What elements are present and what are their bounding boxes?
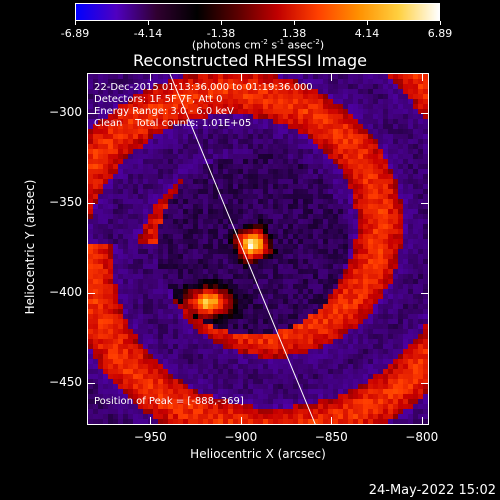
- colorbar: [75, 3, 440, 21]
- map-pixels: [88, 74, 428, 424]
- x-tick: [421, 73, 423, 81]
- y-axis-label: Heliocentric Y (arcsec): [23, 179, 37, 315]
- y-tick: [87, 112, 95, 114]
- colorbar-tick-label: -1.38: [206, 27, 236, 40]
- y-tick-label: −300: [49, 104, 82, 119]
- x-tick: [421, 417, 423, 425]
- x-tick: [150, 73, 152, 81]
- x-tick-label: −800: [405, 430, 439, 444]
- colorbar-tick-label: -6.89: [60, 27, 90, 40]
- info-time-range: 22-Dec-2015 01:13:36.000 to 01:19:36.000: [94, 82, 313, 93]
- timestamp: 24-May-2022 15:02: [368, 483, 496, 498]
- colorbar-tick-label: -4.14: [133, 27, 163, 40]
- colorbar-tick: [75, 21, 76, 25]
- plot-title: Reconstructed RHESSI Image: [133, 51, 367, 70]
- x-axis-label: Heliocentric X (arcsec): [190, 447, 326, 461]
- info-peak: Position of Peak = [-888,-369]: [94, 396, 244, 407]
- x-tick: [240, 417, 242, 425]
- y-tick-label: −450: [49, 375, 82, 390]
- rhessi-map: [88, 74, 428, 424]
- y-tick: [421, 202, 429, 204]
- y-tick-label: −400: [49, 285, 82, 300]
- x-tick: [150, 417, 152, 425]
- colorbar-tick: [294, 21, 295, 25]
- colorbar-tick: [148, 21, 149, 25]
- x-tick-label: −850: [314, 430, 348, 444]
- colorbar-tick-label: 6.89: [427, 27, 453, 40]
- y-tick: [421, 112, 429, 114]
- y-tick: [87, 383, 95, 385]
- x-tick: [331, 417, 333, 425]
- y-tick: [421, 383, 429, 385]
- x-tick: [240, 73, 242, 81]
- info-detectors: Detectors: 1F 5F 7F, Att 0: [94, 94, 223, 105]
- y-tick: [87, 293, 95, 295]
- y-tick: [421, 293, 429, 295]
- y-tick-label: −350: [49, 194, 82, 209]
- x-tick-label: −900: [224, 430, 258, 444]
- solar-limb-line: [169, 74, 316, 424]
- colorbar-tick: [221, 21, 222, 25]
- info-method: Clean Total counts: 1.01E+05: [94, 118, 252, 129]
- colorbar-tick: [367, 21, 368, 25]
- x-tick: [331, 73, 333, 81]
- colorbar-tick: [440, 21, 441, 25]
- y-tick: [87, 202, 95, 204]
- image-panel: 22-Dec-2015 01:13:36.000 to 01:19:36.000…: [87, 73, 429, 425]
- info-energy: Energy Range: 3.0 - 6.0 keV: [94, 106, 234, 117]
- colorbar-tick-label: 4.14: [354, 27, 380, 40]
- colorbar-units: (photons cm-2 s-1 asec-2): [191, 38, 325, 52]
- x-tick-label: −950: [133, 430, 167, 444]
- colorbar-tick-label: 1.38: [281, 27, 307, 40]
